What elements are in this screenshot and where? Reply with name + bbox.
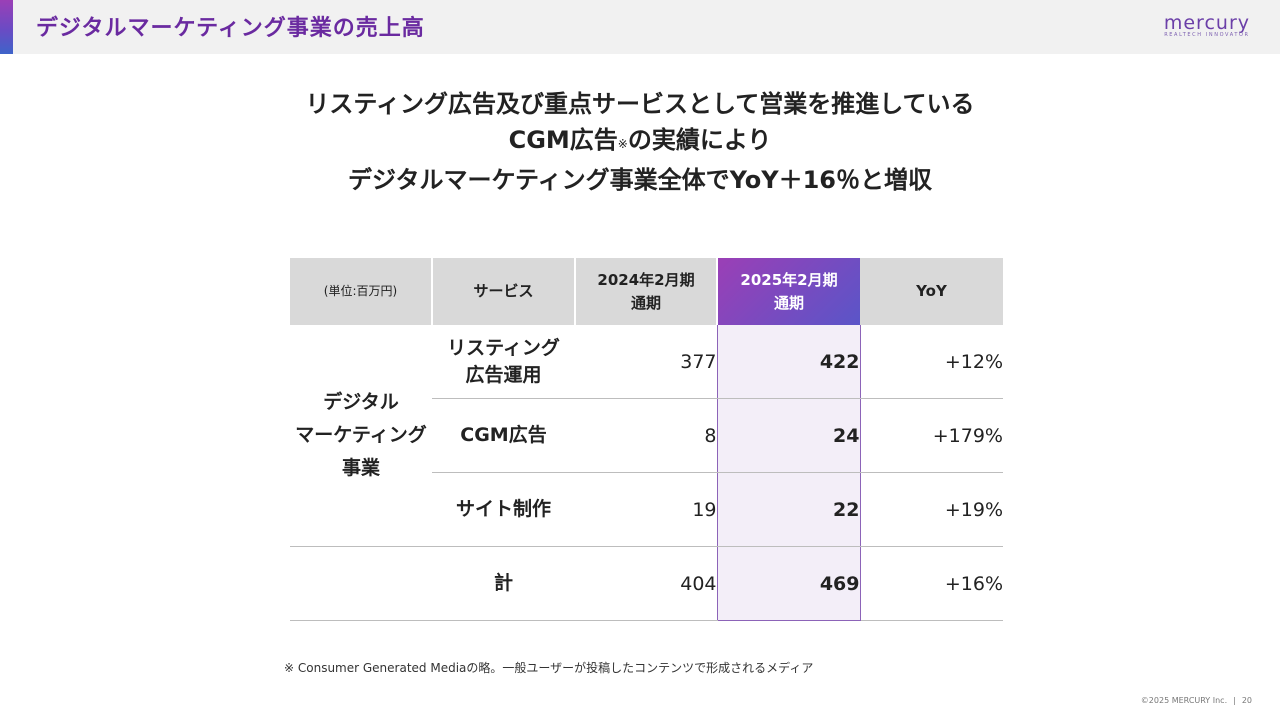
service-name-line1: リスティング <box>447 336 560 359</box>
total-fy2025: 469 <box>716 546 861 621</box>
table-row: CGM広告 8 24 +179% <box>290 398 1003 473</box>
table-header-row: (単位:百万円) サービス 2024年2月期 通期 2025年2月期 通期 YoY <box>290 258 1003 325</box>
category-cell: デジタル マーケティング 事業 <box>290 325 432 547</box>
category-line-1: デジタル <box>323 391 399 413</box>
value-fy2025: 422 <box>716 325 861 399</box>
page-number: 20 <box>1241 696 1252 705</box>
col-header-fy2025-line1: 2025年2月期 <box>740 270 838 289</box>
total-yoy: +16% <box>860 546 1003 621</box>
footer-separator: | <box>1233 696 1236 705</box>
col-header-service: サービス <box>432 258 576 325</box>
headline: リスティング広告及び重点サービスとして営業を推進している CGM広告※の実績によ… <box>140 86 1140 198</box>
value-fy2025: 24 <box>716 398 861 473</box>
value-fy2024: 8 <box>575 398 717 473</box>
col-header-fy2025-line2: 通期 <box>773 293 804 312</box>
logo-wordmark: mercury <box>1163 12 1250 34</box>
footnote-mark: ※ <box>617 137 628 151</box>
copyright: ©2025 MERCURY Inc. <box>1140 696 1228 705</box>
footnote: ※ Consumer Generated Mediaの略。一般ユーザーが投稿した… <box>284 661 814 675</box>
headline-cgm: CGM広告 <box>508 126 618 154</box>
total-row: 計 404 469 +16% <box>290 546 1003 621</box>
category-line-3: 事業 <box>341 457 380 479</box>
company-logo: mercury REALTECH INNOVATOR <box>1163 12 1250 39</box>
slide-footer: ©2025 MERCURY Inc. | 20 <box>1141 696 1252 705</box>
total-label: 計 <box>432 546 575 621</box>
total-spacer-cell <box>290 546 432 621</box>
headline-line-3: デジタルマーケティング事業全体でYoY＋16％と増収 <box>347 166 933 194</box>
col-header-fy2024-line2: 通期 <box>630 293 661 312</box>
headline-line-2-end: の実績により <box>627 126 772 154</box>
value-yoy: +12% <box>860 325 1003 399</box>
slide-header: デジタルマーケティング事業の売上高 mercury REALTECH INNOV… <box>0 0 1280 54</box>
sales-table: (単位:百万円) サービス 2024年2月期 通期 2025年2月期 通期 YoY … <box>290 258 1003 621</box>
service-cell: サイト制作 <box>432 472 575 547</box>
service-name-line2: 広告運用 <box>465 363 542 386</box>
headline-line-2: CGM広告※の実績により <box>140 122 1140 162</box>
service-cell: リスティング 広告運用 <box>432 325 575 399</box>
slide-title: デジタルマーケティング事業の売上高 <box>36 16 425 41</box>
value-yoy: +19% <box>860 472 1003 547</box>
headline-line-1: リスティング広告及び重点サービスとして営業を推進している <box>305 90 975 118</box>
service-cell: CGM広告 <box>432 398 575 473</box>
col-header-yoy: YoY <box>860 258 1003 325</box>
table-row: サイト制作 19 22 +19% <box>290 472 1003 547</box>
col-header-fy2024: 2024年2月期 通期 <box>575 258 718 325</box>
total-fy2024: 404 <box>575 546 717 621</box>
table-row: デジタル マーケティング 事業 リスティング 広告運用 377 422 +12% <box>290 325 1003 547</box>
logo-tagline: REALTECH INNOVATOR <box>1164 32 1250 38</box>
value-fy2025: 22 <box>716 472 861 547</box>
col-header-fy2024-line1: 2024年2月期 <box>597 270 695 289</box>
header-accent-bar <box>0 0 13 54</box>
col-header-fy2025: 2025年2月期 通期 <box>717 258 860 325</box>
value-fy2024: 377 <box>575 325 717 399</box>
category-line-2: マーケティング <box>295 424 427 446</box>
unit-label: (単位:百万円) <box>290 258 433 325</box>
value-yoy: +179% <box>860 398 1003 473</box>
value-fy2024: 19 <box>575 472 717 547</box>
